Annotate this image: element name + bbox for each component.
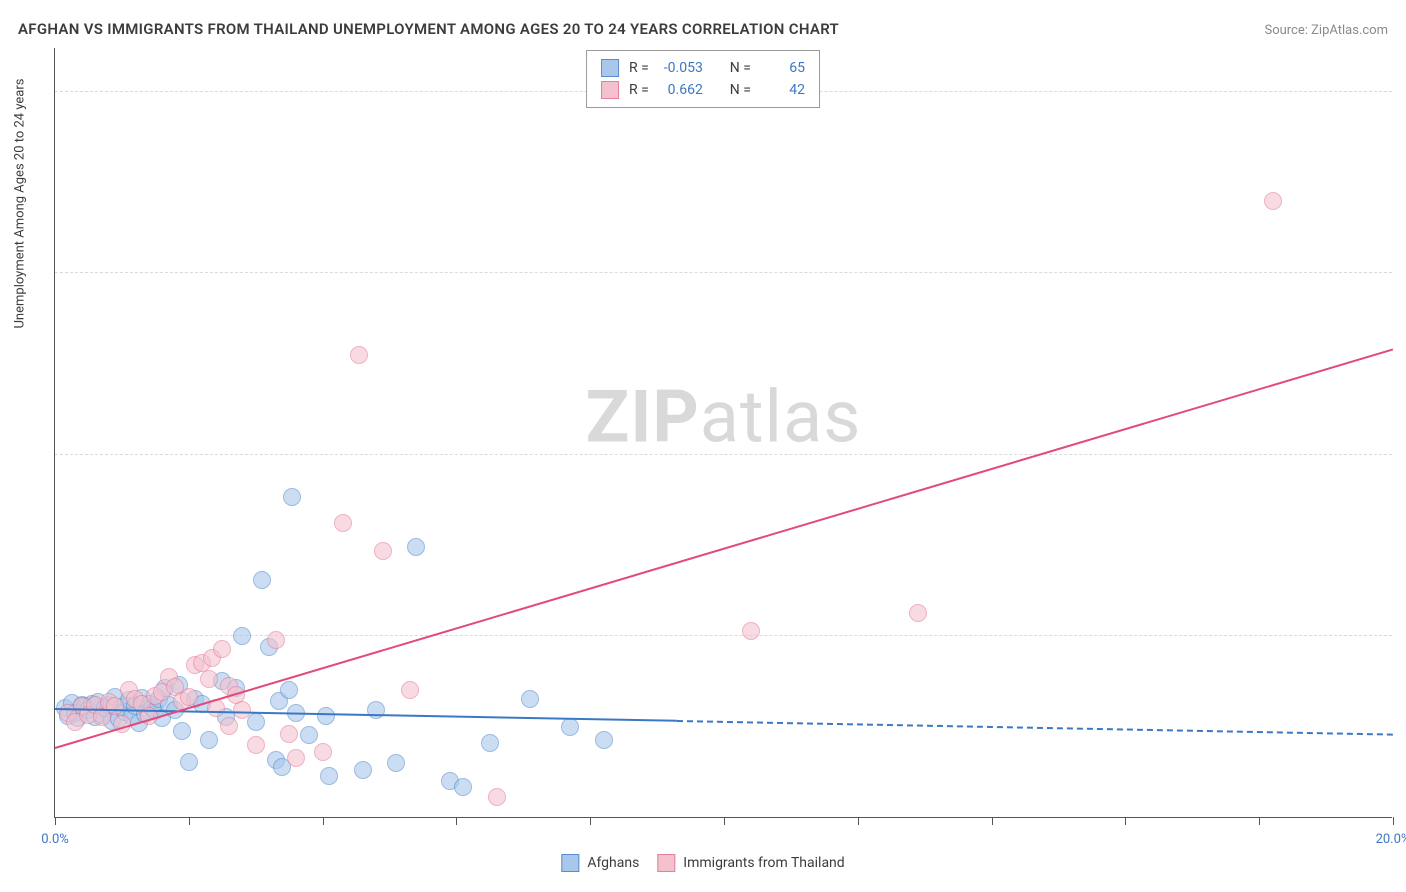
legend-swatch-afghans-icon [561,854,579,872]
swatch-thailand-icon [601,81,619,99]
grid-line [55,272,1392,273]
x-tick [1125,817,1126,825]
legend: Afghans Immigrants from Thailand [555,854,850,872]
point-thailand [280,725,298,743]
point-afghans [180,753,198,771]
point-afghans [521,690,539,708]
point-thailand [314,743,332,761]
point-afghans [300,726,318,744]
x-tick [590,817,591,825]
x-tick-label: 0.0% [41,832,69,847]
point-thailand [213,640,231,658]
r-value-t: 0.662 [659,82,703,98]
legend-label-afghans: Afghans [587,855,639,871]
point-thailand [180,688,198,706]
point-thailand [287,749,305,767]
point-thailand [106,697,124,715]
x-tick [724,817,725,825]
point-afghans [173,722,191,740]
n-label-t: N = [730,82,751,98]
point-thailand [909,604,927,622]
point-afghans [454,778,472,796]
point-afghans [320,767,338,785]
point-afghans [407,538,425,556]
x-tick [55,817,56,825]
point-thailand [200,670,218,688]
point-thailand [233,701,251,719]
trend-afghans-dashed [677,720,1393,736]
stats-row-thailand: R = 0.662 N = 42 [601,79,805,101]
point-thailand [350,346,368,364]
x-tick [858,817,859,825]
point-thailand [247,736,265,754]
legend-swatch-thailand-icon [657,854,675,872]
r-label-t: R = [629,82,649,98]
point-thailand [1264,192,1282,210]
r-label-a: R = [629,60,649,76]
legend-label-thailand: Immigrants from Thailand [683,855,844,871]
grid-line [55,635,1392,636]
point-afghans [233,627,251,645]
point-afghans [387,754,405,772]
plot-area: ZIPatlas 20.0%40.0%60.0%80.0%0.0%20.0% [54,48,1392,818]
n-label-a: N = [730,60,751,76]
x-tick [992,817,993,825]
x-tick [189,817,190,825]
source-label: Source: ZipAtlas.com [1264,23,1388,38]
x-tick [456,817,457,825]
point-afghans [561,718,579,736]
point-afghans [481,734,499,752]
r-value-a: -0.053 [659,60,703,76]
legend-item-afghans: Afghans [561,854,639,872]
x-tick [1393,817,1394,825]
legend-item-thailand: Immigrants from Thailand [657,854,844,872]
point-afghans [200,731,218,749]
point-afghans [253,571,271,589]
x-tick [323,817,324,825]
chart-header: AFGHAN VS IMMIGRANTS FROM THAILAND UNEMP… [18,20,1388,38]
point-afghans [283,488,301,506]
watermark-rest: atlas [700,375,862,460]
n-value-t: 42 [761,82,805,98]
chart-title: AFGHAN VS IMMIGRANTS FROM THAILAND UNEMP… [18,20,839,38]
watermark-bold: ZIP [586,375,700,460]
trend-thailand [55,349,1394,750]
point-thailand [267,631,285,649]
point-afghans [367,701,385,719]
point-thailand [374,542,392,560]
watermark: ZIPatlas [586,375,862,460]
point-afghans [280,681,298,699]
x-tick [1259,817,1260,825]
y-axis-label: Unemployment Among Ages 20 to 24 years [13,79,28,329]
point-thailand [401,681,419,699]
point-afghans [354,761,372,779]
x-tick-label: 20.0% [1376,832,1406,847]
n-value-a: 65 [761,60,805,76]
point-thailand [334,514,352,532]
stats-row-afghans: R = -0.053 N = 65 [601,57,805,79]
point-thailand [220,717,238,735]
point-thailand [742,622,760,640]
point-afghans [595,731,613,749]
grid-line [55,454,1392,455]
stats-box: R = -0.053 N = 65 R = 0.662 N = 42 [586,50,820,108]
point-afghans [317,707,335,725]
swatch-afghans-icon [601,59,619,77]
point-thailand [488,788,506,806]
